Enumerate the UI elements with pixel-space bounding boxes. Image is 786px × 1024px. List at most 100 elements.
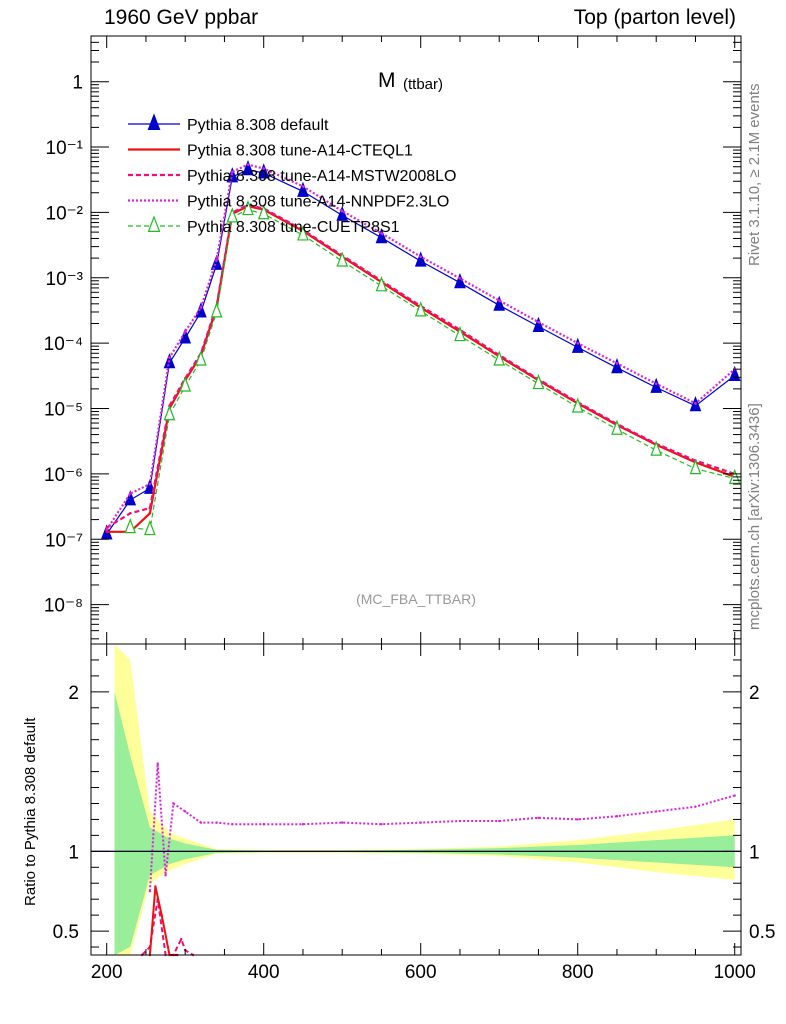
- data-point-nnpdf: [615, 362, 619, 365]
- data-point-default: [257, 163, 270, 179]
- data-point-nnpdf: [128, 492, 132, 495]
- x-tick-label: 200: [91, 962, 123, 983]
- data-point-cuetp8s1: [163, 405, 176, 421]
- y-tick-label: 10⁻²: [46, 203, 84, 224]
- data-point-cuetp8s1: [375, 276, 388, 292]
- ratio-y-tick-label: 0.5: [53, 922, 79, 943]
- data-point-nnpdf: [262, 167, 266, 170]
- data-point-cuetp8s1: [210, 302, 223, 318]
- legend-label-cteql1: Pythia 8.308 tune-A14-CTEQL1: [187, 143, 413, 160]
- data-point-default: [375, 227, 388, 244]
- data-point-nnpdf: [654, 382, 658, 385]
- chart-legend: Pythia 8.308 default Pythia 8.308 tune-A1…: [128, 113, 456, 236]
- chart-series: [91, 159, 741, 957]
- y-tick-label: 10⁻³: [46, 269, 84, 290]
- ratio-point-cteql1: [160, 913, 163, 917]
- data-point-cteql1: [148, 511, 152, 515]
- series-line-mstw: [106, 203, 736, 529]
- data-point-nnpdf: [168, 356, 171, 359]
- data-point-cuetp8s1: [414, 301, 427, 317]
- data-point-nnpdf: [497, 299, 501, 302]
- ratio-point-nnpdf: [301, 823, 305, 826]
- data-point-nnpdf: [231, 170, 234, 173]
- x-tick-label: 800: [562, 962, 594, 983]
- data-point-nnpdf: [105, 528, 109, 532]
- data-point-cuetp8s1: [571, 397, 584, 413]
- data-point-nnpdf: [215, 258, 218, 261]
- ratio-point-nnpdf: [576, 818, 579, 821]
- legend-label-nnpdf: Pythia 8.308 tune-A14-NNPDF2.3LO: [187, 194, 449, 211]
- data-point-default: [336, 205, 349, 221]
- data-point-cuetp8s1: [242, 199, 254, 216]
- data-point-nnpdf: [340, 209, 344, 213]
- ratio-point-nnpdf: [341, 821, 344, 824]
- data-point-default: [571, 337, 584, 353]
- chart-axes: 200 400 600 800 1000 10⁻⁸ 10⁻⁷ 10⁻⁶ 10⁻⁵ 10⁻⁴ 10⁻³…: [44, 35, 775, 983]
- data-point-cteql1: [105, 530, 109, 534]
- ratio-point-mstw: [180, 937, 183, 941]
- ratio-y-tick-label-right: 1: [749, 842, 760, 863]
- header-left: 1960 GeV ppbar: [104, 6, 259, 29]
- ratio-point-nnpdf: [537, 816, 540, 820]
- data-point-cuetp8s1: [257, 204, 270, 220]
- data-point-nnpdf: [301, 185, 305, 188]
- data-point-nnpdf: [199, 306, 203, 309]
- data-point-cuetp8s1: [179, 376, 192, 392]
- series-line-default: [106, 169, 736, 535]
- data-point-cuetp8s1: [226, 207, 239, 223]
- ratio-point-nnpdf: [156, 762, 159, 765]
- ratio-point-nnpdf: [184, 810, 187, 813]
- x-tick-label: 1000: [714, 962, 756, 983]
- chart-annotations: M (ttbar) (MC_FBA_TTBAR): [356, 69, 476, 607]
- data-point-nnpdf: [537, 320, 540, 324]
- data-point-cuetp8s1: [650, 440, 663, 456]
- ratio-point-nnpdf: [419, 821, 422, 824]
- ratio-point-nnpdf: [262, 823, 265, 826]
- data-point-cuetp8s1: [689, 458, 702, 475]
- y-tick-label: 10⁻⁷: [45, 530, 83, 551]
- series-line-cuetp8s1: [130, 209, 735, 531]
- ratio-band-outer: [114, 644, 735, 955]
- chart-title: M: [378, 69, 396, 92]
- data-point-nnpdf: [246, 163, 250, 166]
- ratio-point-nnpdf: [164, 874, 167, 877]
- data-point-nnpdf: [183, 330, 187, 333]
- data-point-default: [414, 251, 427, 267]
- ratio-y-tick-label-right: 0.5: [749, 922, 775, 943]
- ratio-point-nnpdf: [615, 815, 619, 818]
- ratio-point-nnpdf: [148, 890, 152, 893]
- ratio-point-nnpdf: [458, 819, 462, 823]
- ratio-point-nnpdf: [199, 821, 203, 824]
- chart-title-subscript: (ttbar): [403, 76, 443, 93]
- data-point-default: [493, 295, 506, 311]
- header-right: Top (parton level): [573, 6, 736, 29]
- data-point-mstw: [148, 506, 152, 510]
- y-tick-label: 10⁻⁴: [44, 334, 83, 355]
- ratio-point-nnpdf: [231, 823, 234, 826]
- ratio-y-tick-label: 1: [68, 842, 79, 863]
- ratio-point-nnpdf: [380, 823, 383, 826]
- legend-label-default: Pythia 8.308 default: [187, 117, 329, 134]
- ratio-point-nnpdf: [498, 819, 501, 823]
- data-point-cuetp8s1: [124, 517, 137, 534]
- ratio-uncertainty-bands: [114, 644, 735, 955]
- data-point-cuetp8s1: [336, 251, 349, 267]
- y-tick-label: 10⁻⁵: [44, 400, 83, 421]
- ratio-point-cteql1: [154, 885, 157, 888]
- legend-label-mstw: Pythia 8.308 tune-A14-MSTW2008LO: [187, 168, 456, 185]
- y-tick-label: 10⁻⁸: [44, 596, 83, 617]
- data-point-cuetp8s1: [493, 350, 506, 366]
- data-point-cuetp8s1: [144, 519, 156, 536]
- ratio-point-nnpdf: [172, 802, 175, 805]
- ratio-point-nnpdf: [694, 805, 697, 808]
- legend-marker-default: [147, 113, 161, 130]
- data-point-cuetp8s1: [532, 373, 545, 390]
- ratio-point-nnpdf: [655, 810, 658, 813]
- x-tick-label: 600: [405, 962, 437, 983]
- ratio-point-nnpdf: [733, 794, 736, 797]
- data-point-cuetp8s1: [297, 225, 309, 241]
- data-point-nnpdf: [419, 255, 423, 259]
- legend-label-cuetp8s1: Pythia 8.308 tune-CUETP8S1: [187, 219, 400, 236]
- data-point-nnpdf: [458, 277, 462, 280]
